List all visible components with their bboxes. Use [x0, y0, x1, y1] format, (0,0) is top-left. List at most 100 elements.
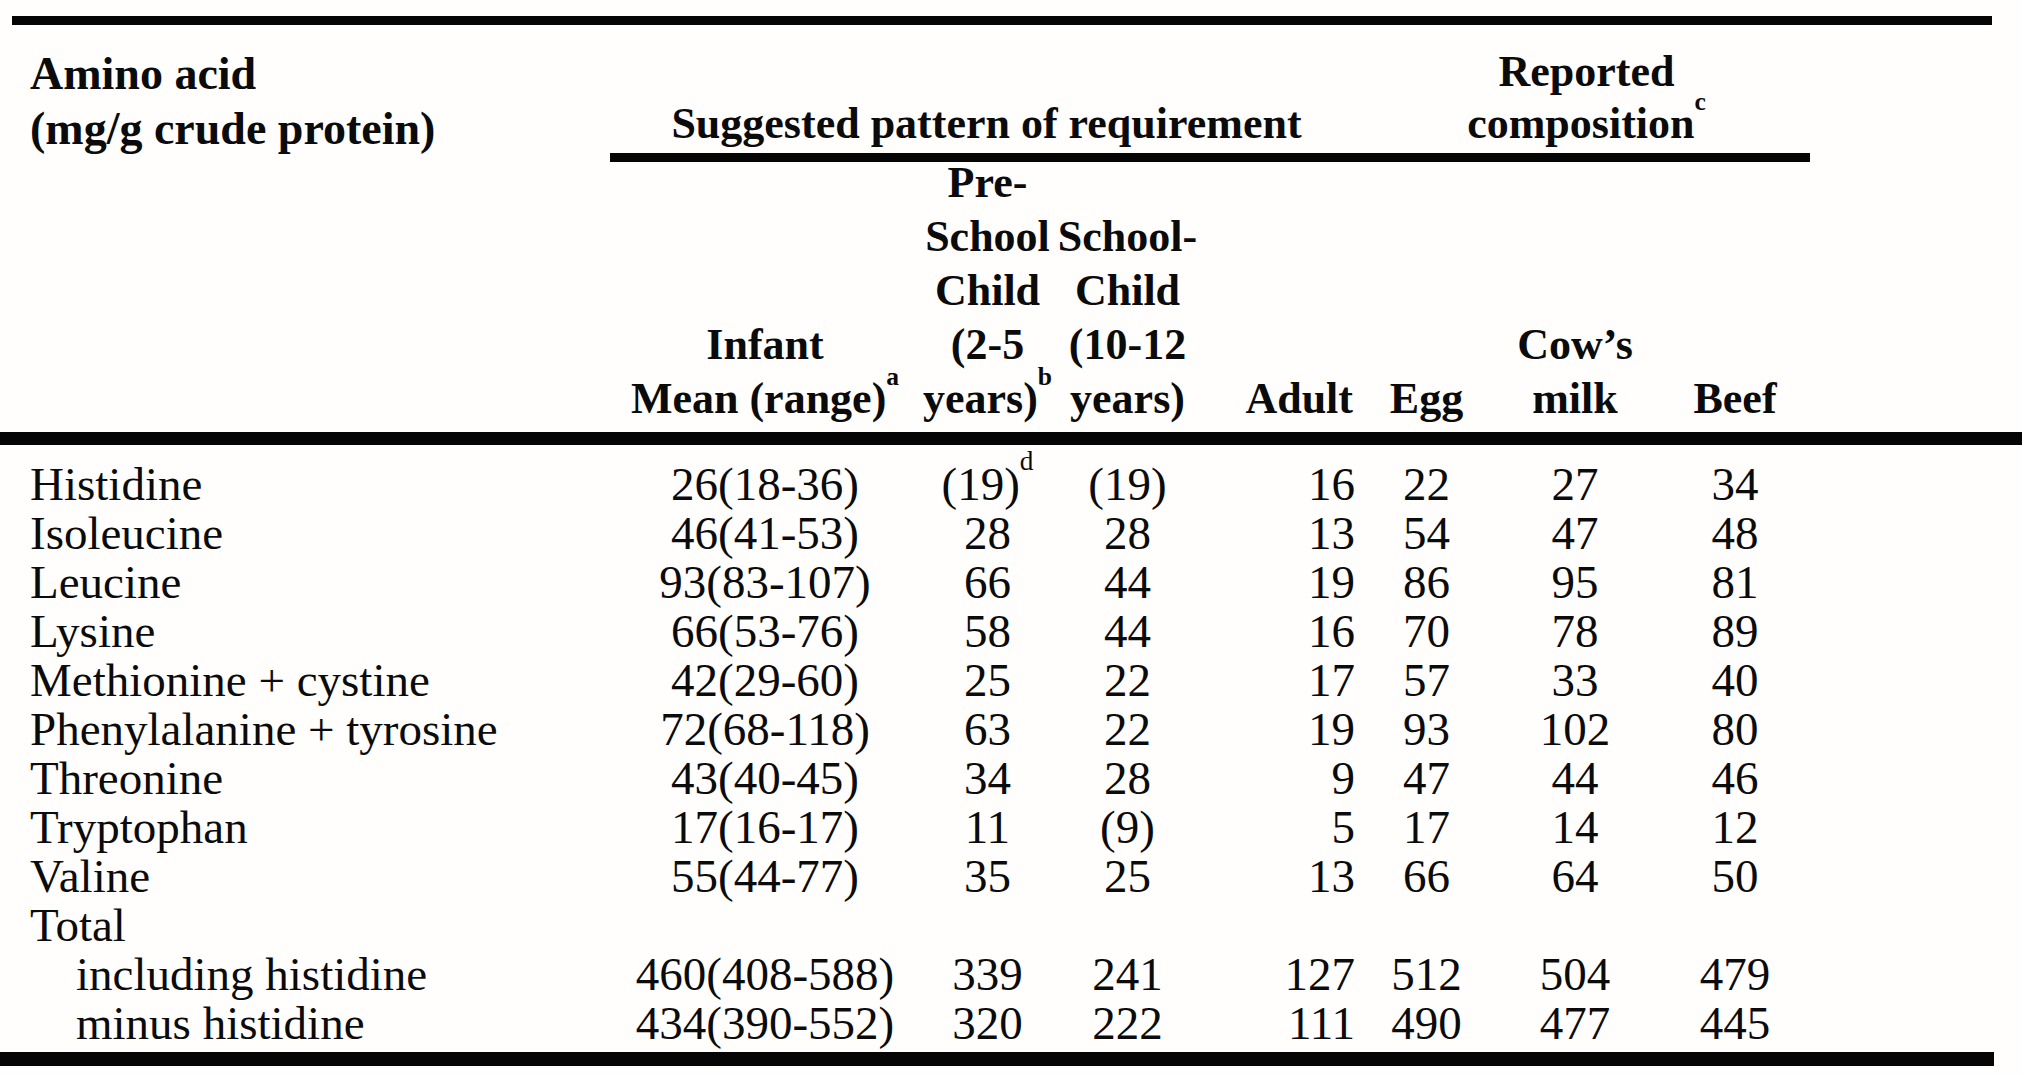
egg-value: 86 [1363, 558, 1490, 607]
egg-value: 57 [1363, 656, 1490, 705]
infant-value: 434(390-552) [610, 999, 920, 1048]
schoolchild-value: (9) [1055, 803, 1200, 852]
corner-header: Amino acid (mg/g crude protein) [0, 40, 610, 156]
beef-value: 89 [1660, 607, 1810, 656]
column-header-beef: Beef [1660, 372, 1810, 432]
egg-value: 54 [1363, 509, 1490, 558]
amino-acid-name: minus histidine [0, 999, 610, 1048]
infant-value: 66(53-76) [610, 607, 920, 656]
beef-value: 445 [1660, 999, 1810, 1048]
adult-value: 16 [1200, 460, 1363, 509]
preschool-number: (19) [942, 458, 1020, 510]
infant-value: 46(41-53) [610, 509, 920, 558]
schoolchild-value: 44 [1055, 558, 1200, 607]
cows-milk-value [1490, 901, 1660, 950]
adult-value: 17 [1200, 656, 1363, 705]
beef-value: 479 [1660, 950, 1810, 999]
egg-value: 512 [1363, 950, 1490, 999]
group-header-composition: Reported compositionc [1363, 0, 1810, 162]
preschool-value: 66 [920, 558, 1055, 607]
column-header-schoolchild: School- Child (10-12 years) [1055, 210, 1200, 432]
beef-value: 34 [1660, 460, 1810, 509]
adult-value: 111 [1200, 999, 1363, 1048]
schoolchild-value: 28 [1055, 509, 1200, 558]
adult-value: 13 [1200, 852, 1363, 901]
adult-value: 19 [1200, 705, 1363, 754]
infant-value: 72(68-118) [610, 705, 920, 754]
cows-milk-value: 78 [1490, 607, 1660, 656]
beef-value: 12 [1660, 803, 1810, 852]
preschool-value: 339 [920, 950, 1055, 999]
adult-value: 16 [1200, 607, 1363, 656]
schoolchild-value [1055, 901, 1200, 950]
preschool-value: 34 [920, 754, 1055, 803]
schoolchild-value: (19) [1055, 460, 1200, 509]
egg-value: 66 [1363, 852, 1490, 901]
footnote-marker-a: a [886, 362, 899, 391]
preschool-value: 11 [920, 803, 1055, 852]
cows-milk-value: 477 [1490, 999, 1660, 1048]
column-header-preschool: Pre- School Child (2-5 years)b [920, 102, 1055, 432]
preschool-value: 63 [920, 705, 1055, 754]
amino-acid-name: Threonine [0, 754, 610, 803]
beef-value: 40 [1660, 656, 1810, 705]
footnote-marker-d: d [1020, 446, 1034, 476]
group-header-composition-label: Reported composition [1467, 47, 1694, 148]
preschool-value: 35 [920, 852, 1055, 901]
infant-value: 42(29-60) [610, 656, 920, 705]
beef-value: 50 [1660, 852, 1810, 901]
preschool-value: (19)d [920, 460, 1055, 509]
beef-value: 80 [1660, 705, 1810, 754]
infant-value: 17(16-17) [610, 803, 920, 852]
preschool-value: 58 [920, 607, 1055, 656]
adult-value: 9 [1200, 754, 1363, 803]
amino-acid-name: Lysine [0, 607, 610, 656]
footnote-marker-c: c [1695, 87, 1706, 116]
adult-value: 19 [1200, 558, 1363, 607]
cows-milk-value: 27 [1490, 460, 1660, 509]
amino-acid-name: Histidine [0, 460, 610, 509]
egg-value: 17 [1363, 803, 1490, 852]
column-header-preschool-label: Pre- School Child (2-5 years) [923, 158, 1050, 423]
infant-value: 26(18-36) [610, 460, 920, 509]
schoolchild-value: 44 [1055, 607, 1200, 656]
schoolchild-value: 25 [1055, 852, 1200, 901]
amino-acid-name: Methionine + cystine [0, 656, 610, 705]
cows-milk-value: 47 [1490, 509, 1660, 558]
cows-milk-value: 102 [1490, 705, 1660, 754]
preschool-value: 320 [920, 999, 1055, 1048]
adult-value: 127 [1200, 950, 1363, 999]
infant-value: 55(44-77) [610, 852, 920, 901]
beef-value: 48 [1660, 509, 1810, 558]
amino-acid-table: Amino acid (mg/g crude protein) Suggeste… [0, 40, 2022, 1048]
egg-value [1363, 901, 1490, 950]
amino-acid-name: Leucine [0, 558, 610, 607]
infant-value: 460(408-588) [610, 950, 920, 999]
column-header-cows-milk: Cow’s milk [1490, 318, 1660, 432]
cows-milk-value: 33 [1490, 656, 1660, 705]
schoolchild-value: 28 [1055, 754, 1200, 803]
cows-milk-value: 64 [1490, 852, 1660, 901]
cows-milk-value: 95 [1490, 558, 1660, 607]
egg-value: 47 [1363, 754, 1490, 803]
beef-value: 81 [1660, 558, 1810, 607]
amino-acid-name: Isoleucine [0, 509, 610, 558]
infant-value: 93(83-107) [610, 558, 920, 607]
beef-value: 46 [1660, 754, 1810, 803]
beef-value [1660, 901, 1810, 950]
egg-value: 22 [1363, 460, 1490, 509]
adult-value [1200, 901, 1363, 950]
cows-milk-value: 14 [1490, 803, 1660, 852]
cows-milk-value: 504 [1490, 950, 1660, 999]
infant-value [610, 901, 920, 950]
schoolchild-value: 222 [1055, 999, 1200, 1048]
preschool-value: 28 [920, 509, 1055, 558]
schoolchild-value: 241 [1055, 950, 1200, 999]
column-header-infant: Infant Mean (range)a [610, 264, 920, 432]
amino-acid-name: Tryptophan [0, 803, 610, 852]
infant-value: 43(40-45) [610, 754, 920, 803]
column-header-infant-label: Infant Mean (range) [631, 320, 886, 423]
preschool-value [920, 901, 1055, 950]
amino-acid-name: Valine [0, 852, 610, 901]
preschool-value: 25 [920, 656, 1055, 705]
